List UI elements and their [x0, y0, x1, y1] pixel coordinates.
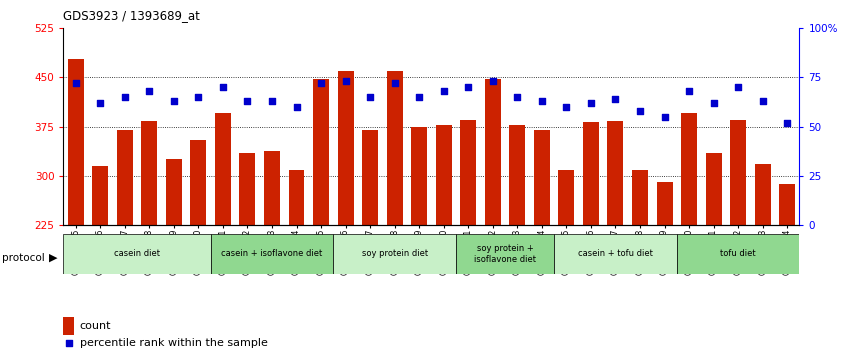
Point — [118, 94, 131, 100]
Bar — [63, 234, 211, 274]
Text: protocol: protocol — [2, 253, 45, 263]
Bar — [117, 130, 133, 225]
Point — [584, 100, 597, 106]
Point — [559, 104, 573, 110]
Point — [69, 80, 82, 86]
Bar — [338, 71, 354, 225]
Point — [486, 79, 499, 84]
Text: soy protein diet: soy protein diet — [361, 250, 428, 258]
Point — [387, 80, 401, 86]
Bar — [141, 121, 157, 225]
Point — [535, 98, 548, 104]
Point — [314, 80, 327, 86]
Point — [289, 104, 303, 110]
Bar — [677, 234, 799, 274]
Point — [706, 100, 720, 106]
Bar — [211, 234, 333, 274]
Point — [216, 84, 229, 90]
Bar — [333, 234, 456, 274]
Point — [731, 84, 744, 90]
Text: GDS3923 / 1393689_at: GDS3923 / 1393689_at — [63, 9, 201, 22]
Point — [93, 100, 107, 106]
Bar — [730, 120, 746, 225]
Bar — [779, 183, 795, 225]
Text: count: count — [80, 321, 111, 331]
Bar — [387, 71, 403, 225]
Bar — [509, 125, 525, 225]
Bar — [706, 153, 722, 225]
Point — [780, 120, 794, 125]
Point — [461, 84, 475, 90]
Bar — [68, 59, 84, 225]
Bar — [755, 164, 771, 225]
Bar — [63, 317, 74, 335]
Point — [437, 88, 450, 94]
Bar — [681, 113, 697, 225]
Bar — [362, 130, 378, 225]
Bar — [411, 126, 427, 225]
Text: casein + isoflavone diet: casein + isoflavone diet — [222, 250, 322, 258]
Text: casein + tofu diet: casein + tofu diet — [578, 250, 653, 258]
Bar — [656, 182, 673, 225]
Bar — [554, 234, 677, 274]
Point — [142, 88, 156, 94]
Point — [338, 79, 352, 84]
Bar — [313, 79, 329, 225]
Bar — [558, 170, 574, 225]
Bar — [607, 121, 624, 225]
Bar — [534, 130, 550, 225]
Bar — [190, 139, 206, 225]
Point — [657, 114, 671, 120]
Bar — [288, 170, 305, 225]
Text: ▶: ▶ — [49, 253, 58, 263]
Point — [608, 96, 622, 102]
Bar — [264, 151, 280, 225]
Bar — [460, 120, 476, 225]
Text: soy protein +
isoflavone diet: soy protein + isoflavone diet — [474, 244, 536, 264]
Bar — [166, 159, 182, 225]
Point — [633, 108, 646, 114]
Point — [167, 98, 180, 104]
Bar — [436, 125, 452, 225]
Bar — [92, 166, 108, 225]
Point — [682, 88, 695, 94]
Bar — [456, 234, 554, 274]
Bar — [583, 122, 599, 225]
Point — [363, 94, 376, 100]
Text: casein diet: casein diet — [114, 250, 160, 258]
Point — [510, 94, 524, 100]
Text: percentile rank within the sample: percentile rank within the sample — [80, 338, 267, 348]
Text: tofu diet: tofu diet — [720, 250, 756, 258]
Bar — [632, 170, 648, 225]
Bar — [215, 113, 231, 225]
Point — [240, 98, 254, 104]
Point — [191, 94, 205, 100]
Point — [755, 98, 769, 104]
Bar — [239, 153, 255, 225]
Point — [412, 94, 426, 100]
Bar — [485, 79, 501, 225]
Point — [265, 98, 278, 104]
